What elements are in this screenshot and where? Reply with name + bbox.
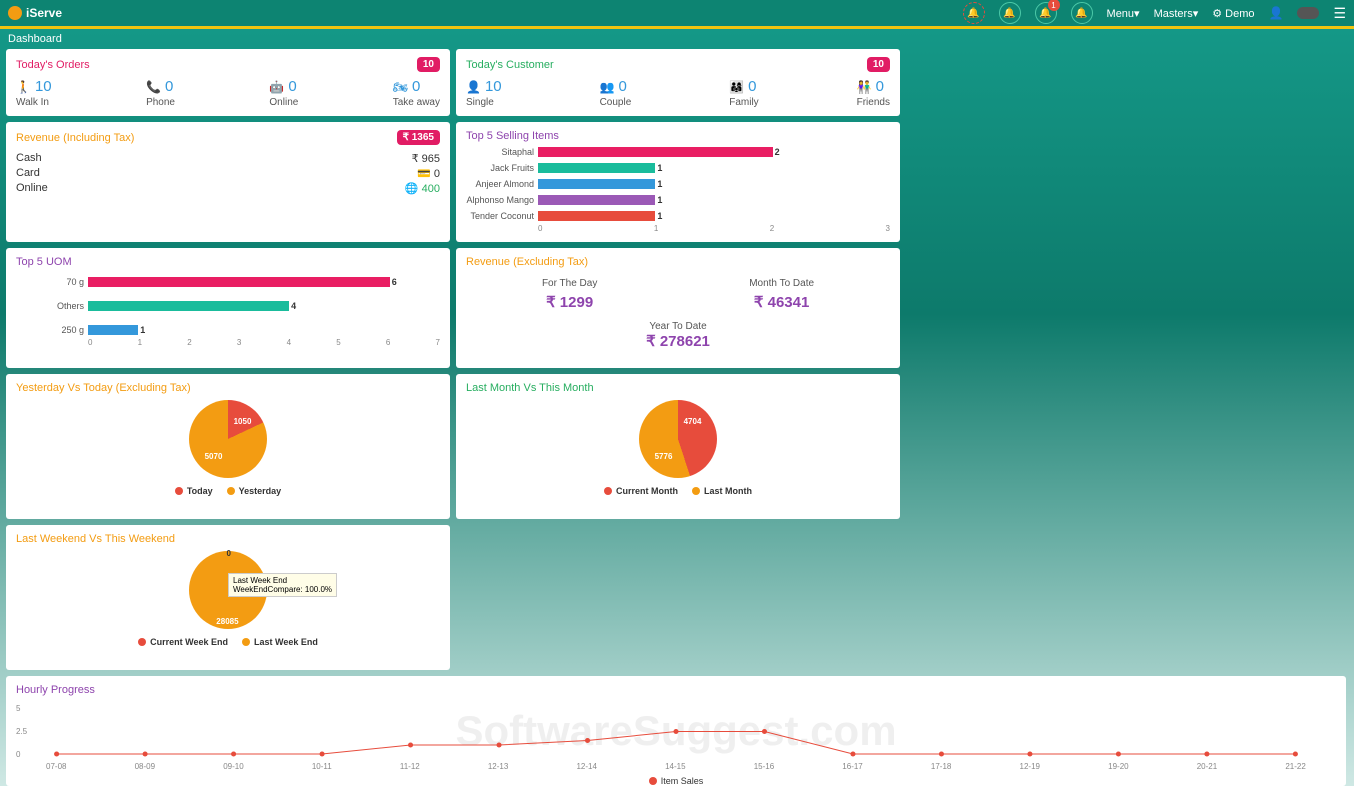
line-chart: [16, 704, 1336, 759]
logo-text: iServe: [26, 6, 62, 20]
legend-item: Current Month: [604, 486, 678, 496]
legend-label: Item Sales: [661, 776, 704, 786]
day-value: ₹ 1299: [542, 293, 597, 311]
customer-badge: 10: [867, 57, 890, 72]
card-title: Today's Orders: [16, 59, 90, 71]
demo-link[interactable]: ⚙ Demo: [1212, 7, 1254, 20]
legend-item: Current Week End: [138, 637, 228, 647]
legend-item: Today: [175, 486, 213, 496]
card-title: Hourly Progress: [16, 684, 95, 696]
bar-row: Anjeer Almond1: [466, 178, 890, 190]
card-top5-uom: Top 5 UOM 70 g6Others4250 g1 01234567: [6, 248, 450, 368]
card-todays-customer: Today's Customer 10 👤 10Single 👥 0Couple 👨…: [456, 49, 900, 116]
masters-link[interactable]: Masters▾: [1154, 7, 1199, 20]
topbar: iServe 🔔 🔔 🔔1 🔔 Menu▾ Masters▾ ⚙ Demo 👤 …: [0, 0, 1354, 26]
hamburger-icon[interactable]: ☰: [1333, 5, 1346, 22]
card-pie-month: Last Month Vs This Month 47045776 Curren…: [456, 374, 900, 519]
bar-row: Sitaphal2: [466, 146, 890, 158]
stat-item: 📞 0Phone: [146, 78, 175, 108]
revenue-total: ₹ 1365: [397, 130, 440, 145]
card-title: Last Month Vs This Month: [466, 382, 594, 394]
bar-row: Tender Coconut1: [466, 210, 890, 222]
menu-link[interactable]: Menu▾: [1107, 7, 1140, 20]
pie-chart: 10505070: [189, 400, 267, 478]
stat-item: 👥 0Couple: [600, 78, 632, 108]
legend-item: Last Week End: [242, 637, 318, 647]
legend-item: Last Month: [692, 486, 752, 496]
card-todays-orders: Today's Orders 10 🚶 10Walk In 📞 0Phone 🤖 0…: [6, 49, 450, 116]
bar-row: Others4: [16, 300, 440, 312]
avatar[interactable]: [1297, 7, 1319, 19]
legend-dot: [649, 777, 657, 785]
notif-icon-3[interactable]: 🔔1: [1035, 2, 1057, 24]
card-title: Today's Customer: [466, 59, 554, 71]
ytd-value: ₹ 278621: [466, 332, 890, 350]
stat-item: 👨‍👩‍👧 0Family: [729, 78, 758, 108]
mtd-label: Month To Date: [749, 278, 814, 289]
bar-row: Alphonso Mango1: [466, 194, 890, 206]
logo: iServe: [8, 6, 62, 20]
revenue-row: Card💳 0: [16, 166, 440, 181]
revenue-row: Cash ₹ 965: [16, 151, 440, 166]
stat-item: 🤖 0Online: [269, 78, 298, 108]
card-top5-selling: Top 5 Selling Items Sitaphal2 Jack Fruits…: [456, 122, 900, 242]
revenue-row: Online🌐 400: [16, 181, 440, 196]
card-title: Top 5 Selling Items: [466, 130, 559, 142]
orders-badge: 10: [417, 57, 440, 72]
stat-item: 👫 0Friends: [857, 78, 890, 108]
stat-item: 🏍 0Take away: [393, 78, 440, 108]
ytd-label: Year To Date: [466, 321, 890, 332]
card-pie-weekend: Last Weekend Vs This Weekend 280850 Last…: [6, 525, 450, 670]
stat-item: 👤 10Single: [466, 78, 502, 108]
card-title: Revenue (Including Tax): [16, 132, 134, 144]
card-title: Last Weekend Vs This Weekend: [16, 533, 175, 545]
pie-chart: 47045776: [639, 400, 717, 478]
card-hourly: Hourly Progress SoftwareSuggest.com 52.5…: [6, 676, 1346, 786]
card-pie-yesterday: Yesterday Vs Today (Excluding Tax) 10505…: [6, 374, 450, 519]
pie-tooltip: Last Week End WeekEndCompare: 100.0%: [228, 573, 337, 597]
user-icon[interactable]: 👤: [1268, 6, 1283, 20]
notif-icon-4[interactable]: 🔔: [1071, 2, 1093, 24]
stat-item: 🚶 10Walk In: [16, 78, 52, 108]
card-title: Top 5 UOM: [16, 256, 72, 268]
card-revenue-inc: Revenue (Including Tax) ₹ 1365 Cash ₹ 96…: [6, 122, 450, 242]
notif-icon-1[interactable]: 🔔: [963, 2, 985, 24]
bar-row: 250 g1: [16, 324, 440, 336]
bar-row: Jack Fruits1: [466, 162, 890, 174]
logo-icon: [8, 6, 22, 20]
card-revenue-ex: Revenue (Excluding Tax) For The Day ₹ 12…: [456, 248, 900, 368]
notif-badge: 1: [1048, 0, 1060, 11]
day-label: For The Day: [542, 278, 597, 289]
page-title: Dashboard: [0, 29, 1354, 49]
legend-item: Yesterday: [227, 486, 282, 496]
bar-row: 70 g6: [16, 276, 440, 288]
mtd-value: ₹ 46341: [749, 293, 814, 311]
card-title: Yesterday Vs Today (Excluding Tax): [16, 382, 191, 394]
card-title: Revenue (Excluding Tax): [466, 256, 588, 268]
notif-icon-2[interactable]: 🔔: [999, 2, 1021, 24]
